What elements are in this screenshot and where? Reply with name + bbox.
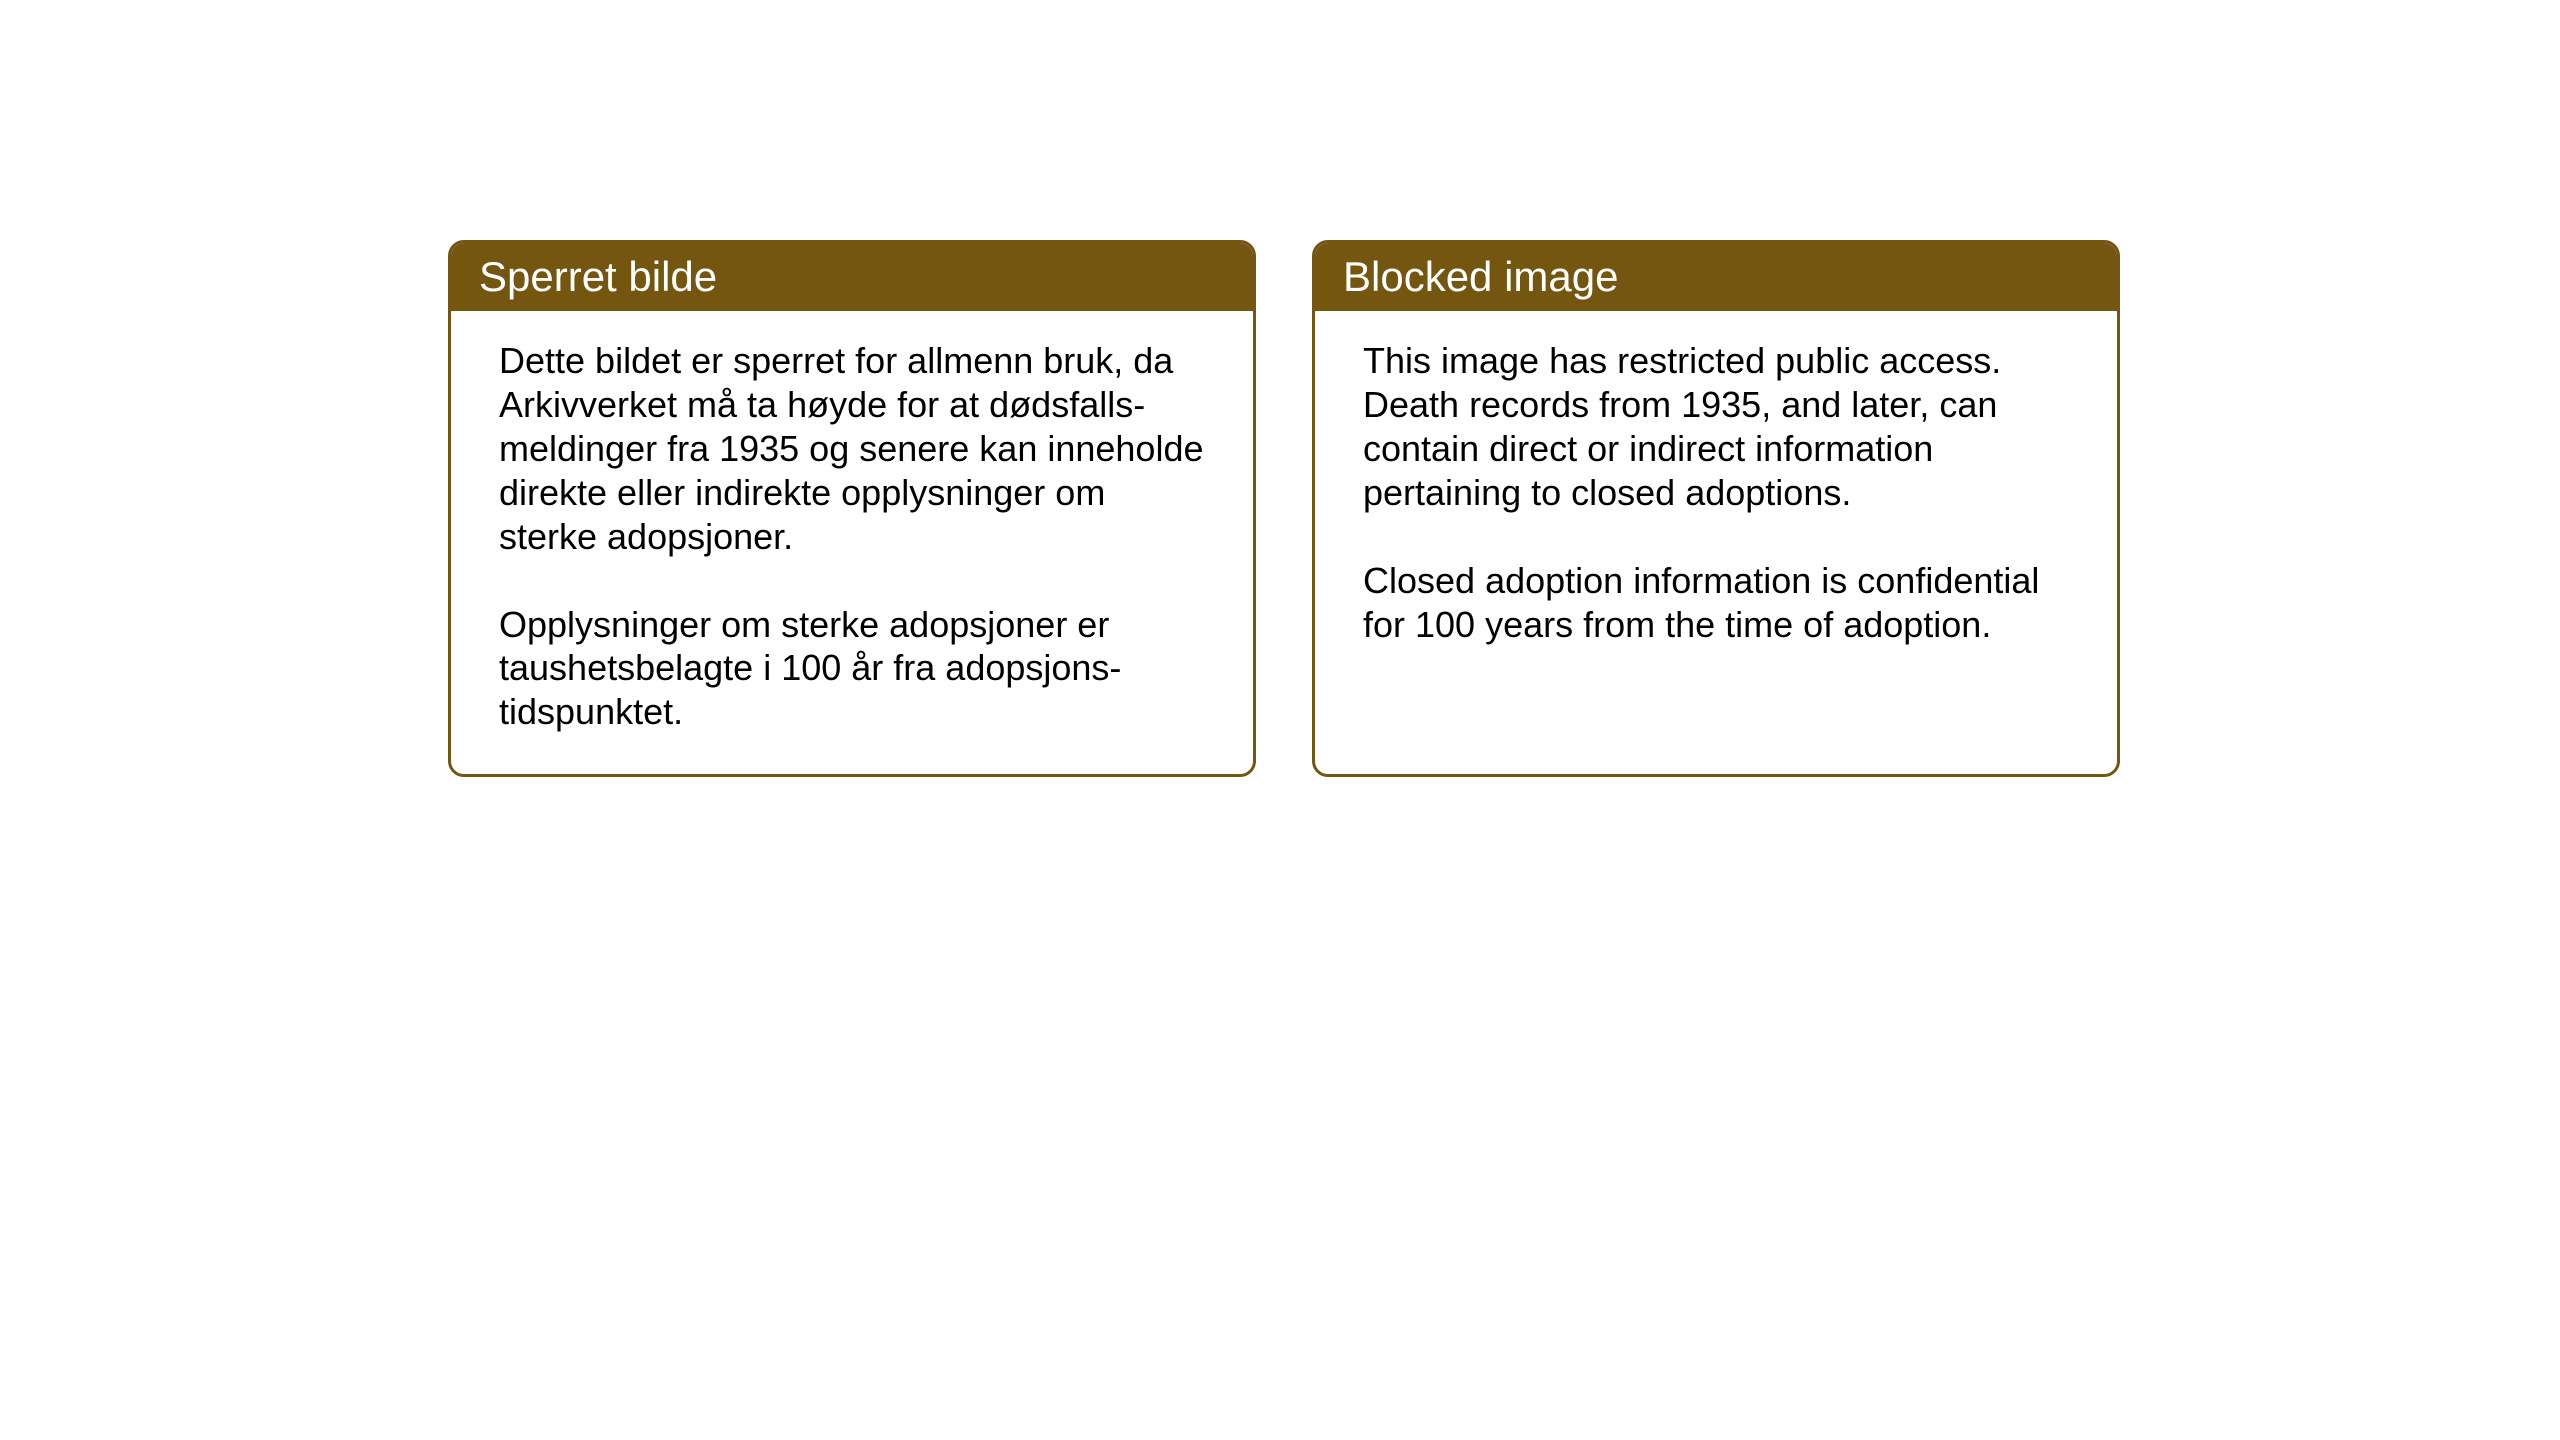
english-paragraph-1: This image has restricted public access.… [1363,339,2069,515]
english-paragraph-2: Closed adoption information is confident… [1363,559,2069,647]
norwegian-paragraph-2: Opplysninger om sterke adopsjoner er tau… [499,603,1205,735]
norwegian-card-body: Dette bildet er sperret for allmenn bruk… [451,311,1253,774]
english-notice-card: Blocked image This image has restricted … [1312,240,2120,777]
notice-cards-container: Sperret bilde Dette bildet er sperret fo… [448,240,2120,777]
norwegian-notice-card: Sperret bilde Dette bildet er sperret fo… [448,240,1256,777]
english-card-title: Blocked image [1315,243,2117,311]
norwegian-card-title: Sperret bilde [451,243,1253,311]
norwegian-paragraph-1: Dette bildet er sperret for allmenn bruk… [499,339,1205,559]
english-card-body: This image has restricted public access.… [1315,311,2117,686]
